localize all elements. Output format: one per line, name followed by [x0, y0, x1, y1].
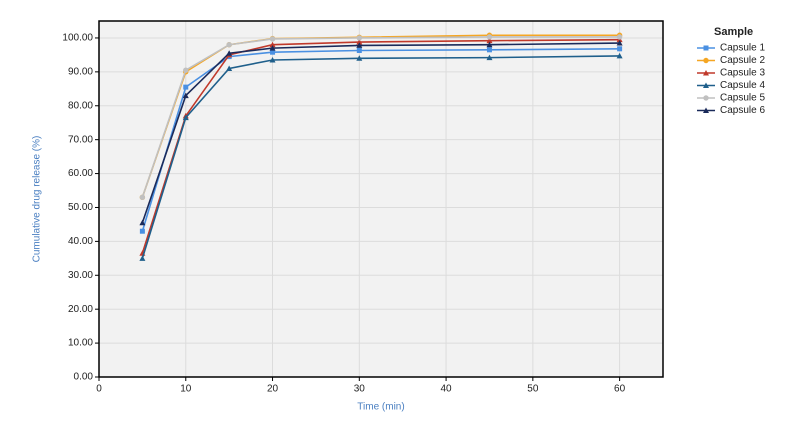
marker	[703, 70, 709, 76]
plot-border	[98, 20, 664, 378]
marker	[486, 41, 493, 48]
y-tick-label: 20.00	[68, 304, 93, 315]
marker	[139, 255, 146, 261]
legend-title: Sample	[714, 26, 753, 38]
marker	[182, 92, 189, 99]
marker	[269, 41, 276, 48]
legend-label: Capsule 1	[720, 43, 765, 54]
y-tick-label: 10.00	[68, 338, 93, 349]
x-tick-label: 20	[267, 384, 279, 395]
y-tick-label: 30.00	[68, 270, 93, 281]
marker	[226, 65, 233, 71]
marker	[356, 39, 363, 45]
marker	[269, 36, 276, 42]
y-tick-label: 100.00	[62, 33, 93, 44]
y-tick-label: 50.00	[68, 202, 93, 213]
marker	[226, 50, 233, 56]
legend-label: Capsule 6	[720, 105, 765, 116]
marker	[703, 45, 709, 51]
marker	[356, 55, 363, 61]
marker	[270, 49, 276, 55]
marker	[269, 56, 276, 63]
marker	[616, 34, 623, 40]
marker	[486, 37, 493, 44]
legend-label: Capsule 5	[720, 93, 765, 104]
legend-label: Capsule 4	[720, 80, 765, 91]
grid	[95, 21, 663, 381]
marker	[356, 35, 363, 41]
x-tick-label: 40	[441, 384, 453, 395]
marker	[703, 107, 709, 113]
marker	[139, 219, 146, 226]
x-tick-label: 50	[527, 384, 539, 395]
x-axis-label: Time (min)	[357, 402, 404, 413]
marker	[183, 84, 189, 90]
marker	[183, 67, 189, 73]
marker	[486, 34, 493, 40]
marker	[356, 42, 363, 48]
marker	[617, 46, 623, 52]
marker	[139, 228, 145, 234]
x-tick-label: 10	[180, 384, 192, 395]
y-tick-label: 70.00	[68, 134, 93, 145]
y-tick-label: 80.00	[68, 100, 93, 111]
marker	[703, 82, 709, 88]
series-layer	[139, 32, 623, 261]
y-tick-label: 60.00	[68, 168, 93, 179]
marker	[226, 42, 232, 48]
marker	[139, 194, 146, 201]
y-tick-label: 90.00	[68, 66, 93, 77]
legend-label: Capsule 3	[720, 68, 765, 79]
x-tick-label: 60	[614, 384, 626, 395]
marker	[616, 52, 623, 59]
marker	[356, 47, 362, 53]
marker	[703, 57, 709, 64]
marker	[703, 95, 709, 101]
y-tick-label: 0.00	[74, 372, 94, 383]
marker	[269, 45, 276, 51]
legend-label: Capsule 2	[720, 55, 765, 66]
y-tick-label: 40.00	[68, 236, 93, 247]
marker	[486, 54, 493, 61]
x-tick-label: 0	[96, 384, 102, 395]
marker	[616, 40, 623, 46]
x-tick-label: 30	[354, 384, 366, 395]
marker	[182, 114, 189, 121]
y-axis-label: Cumulative drug release (%)	[32, 136, 43, 263]
marker	[486, 47, 492, 53]
plot-area	[99, 21, 663, 377]
